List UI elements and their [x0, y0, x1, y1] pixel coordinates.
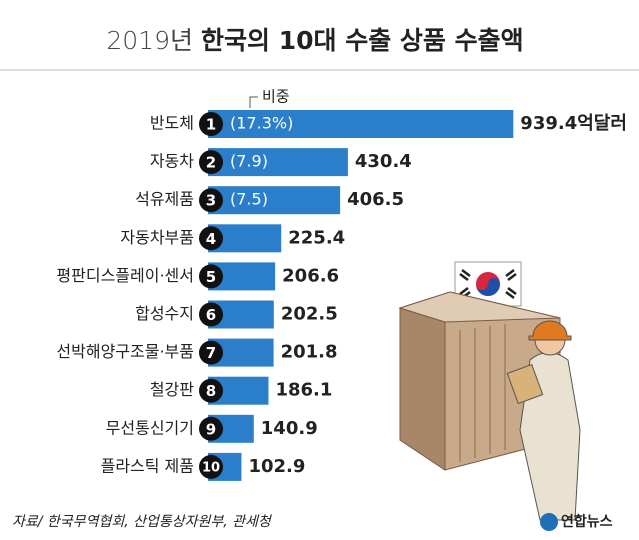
- value-label: 102.9: [248, 456, 305, 477]
- rank-label: 3: [206, 192, 216, 210]
- share-bracket: [249, 96, 258, 108]
- category-label: 무선통신기기: [106, 418, 194, 437]
- value-label: 939.4억달러: [520, 113, 627, 134]
- rank-badge: [199, 454, 223, 479]
- rank-badge: [199, 150, 223, 175]
- category-label: 합성수지: [135, 304, 194, 323]
- rank-badge: [199, 378, 223, 403]
- rank-label: 1: [206, 116, 216, 134]
- value-label: 206.6: [282, 265, 339, 286]
- rank-label: 8: [206, 382, 216, 400]
- category-label: 철강판: [150, 380, 194, 399]
- value-label: 430.4: [355, 151, 412, 172]
- worker-helmet: [528, 320, 572, 341]
- title-main: 한국의 10대 수출 상품 수출액: [201, 26, 524, 55]
- title-year: 2019년: [106, 26, 193, 55]
- flag-taeguk-blue: [476, 278, 500, 296]
- rank-label: 6: [206, 306, 216, 324]
- category-label: 석유제품: [135, 190, 194, 209]
- chart-title: 2019년 한국의 10대 수출 상품 수출액: [106, 26, 523, 55]
- logo-mark: [540, 513, 558, 531]
- rank-badge: [199, 416, 223, 441]
- rank-label: 7: [206, 344, 216, 362]
- container-ribs: [459, 324, 506, 462]
- rank-label: 4: [206, 230, 216, 248]
- source: 자료/ 한국무역협회, 산업통상자원부, 관세청: [12, 514, 273, 530]
- container-side: [399, 307, 446, 471]
- category-label: 평판디스플레이·센서: [56, 266, 194, 285]
- clipboard: [506, 363, 544, 405]
- share-label: (17.3%): [230, 114, 293, 133]
- rank-label: 9: [206, 420, 216, 438]
- logo: 연합뉴스: [561, 513, 613, 530]
- category-label: 반도체: [150, 114, 194, 133]
- category-label: 자동차: [150, 152, 194, 171]
- value-label: 225.4: [288, 227, 345, 248]
- illustration: [398, 261, 581, 521]
- value-label: 186.1: [275, 380, 332, 401]
- rank-badge: [199, 226, 223, 251]
- rank-label: 5: [206, 268, 216, 286]
- rank-badge: [199, 302, 223, 327]
- category-label: 선박해양구조물·부품: [56, 342, 194, 361]
- rank-label: 2: [206, 154, 216, 172]
- value-label: 201.8: [281, 342, 338, 363]
- share-label: (7.9): [230, 152, 268, 171]
- category-label: 자동차부품: [120, 228, 194, 247]
- rank-label: 10: [202, 460, 220, 475]
- container-top: [398, 291, 561, 323]
- rank-badge: [199, 340, 223, 365]
- value-label: 406.5: [347, 189, 404, 210]
- bar: [208, 110, 514, 138]
- bar: [208, 186, 341, 215]
- value-label: 202.5: [281, 304, 338, 325]
- share-header: 비중: [262, 88, 290, 106]
- category-label: 플라스틱 제품: [101, 456, 194, 475]
- share-label: (7.5): [230, 190, 268, 209]
- rank-badge: [199, 264, 223, 289]
- rank-badge: [199, 188, 223, 213]
- value-label: 140.9: [261, 418, 318, 439]
- rank-badge: [199, 112, 223, 136]
- bar: [208, 148, 348, 177]
